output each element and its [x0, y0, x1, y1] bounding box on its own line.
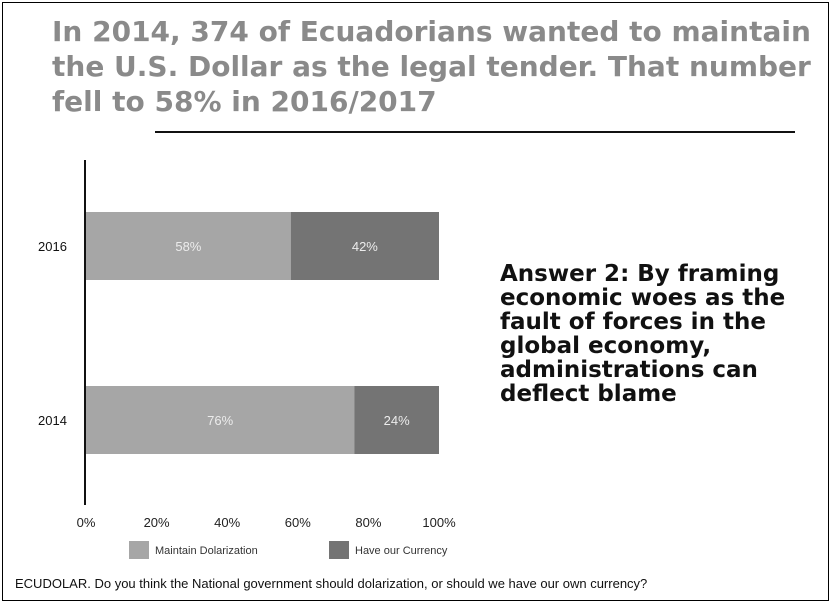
x-tick-label: 60% [285, 515, 311, 530]
legend-label-maintain-dolarization: Maintain Dolarization [155, 545, 258, 557]
bar-2014-have-our-currency [354, 386, 439, 454]
x-tick-label: 20% [144, 515, 170, 530]
legend-swatch-have-our-currency [329, 541, 349, 559]
legend-swatch-maintain-dolarization [129, 541, 149, 559]
answer-callout: Answer 2: By framing economic woes as th… [500, 261, 786, 407]
slide-title: In 2014, 374 of Ecuadorians wanted to ma… [52, 15, 811, 118]
data-label-2014-maintain: 76% [207, 413, 233, 428]
data-label-2016-currency: 42% [352, 239, 378, 254]
bar-2016-have-our-currency [290, 212, 439, 280]
data-label-2014-currency: 24% [384, 413, 410, 428]
category-label-2014: 2014 [38, 413, 67, 428]
x-tick-label: 100% [422, 515, 456, 530]
bar-2014-maintain-dolarization [86, 386, 355, 454]
category-label-2016: 2016 [38, 239, 67, 254]
legend-label-have-our-currency: Have our Currency [355, 545, 448, 557]
bar-2016-maintain-dolarization [86, 212, 291, 280]
title-underline [155, 131, 795, 133]
data-label-2016-maintain: 58% [175, 239, 201, 254]
x-tick-label: 0% [77, 515, 96, 530]
x-tick-label: 40% [214, 515, 240, 530]
footer-caption: ECUDOLAR. Do you think the National gove… [15, 576, 648, 591]
x-tick-label: 80% [355, 515, 381, 530]
